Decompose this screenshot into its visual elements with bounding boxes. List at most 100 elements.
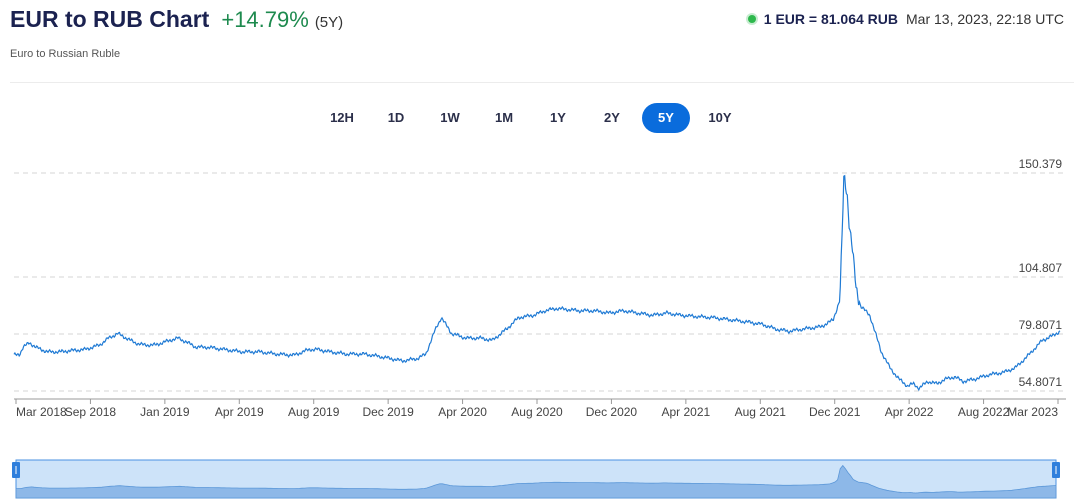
x-tick-label: Mar 2023 [1007,405,1058,419]
x-tick-label: Aug 2022 [958,405,1010,419]
data-point [532,314,535,317]
percent-change: +14.79% [221,7,309,32]
period-label: (5Y) [314,14,344,31]
data-point [843,172,846,175]
tab-1d[interactable]: 1D [387,110,405,125]
rate-value: 1 EUR = 81.064 RUB [763,11,899,27]
timeframe-tabs: 12H 1D 1W 1M 1Y 2Y 5Y 10Y [0,103,1084,133]
data-point [389,357,392,360]
data-point [424,353,427,356]
eur-rub-series-line [13,174,1061,392]
data-point [846,195,849,198]
data-point [177,337,180,340]
data-point [593,309,596,312]
data-point [832,318,835,321]
x-tick-label: Dec 2021 [809,405,861,419]
data-point [207,346,210,349]
data-point [679,314,682,317]
data-point [69,349,72,352]
data-point [18,353,21,356]
data-point [293,354,296,357]
data-point [848,223,851,226]
data-point [58,350,61,353]
chart-subtitle: Euro to Russian Ruble [10,48,121,60]
data-point [505,327,508,330]
current-rate: 1 EUR = 81.064 RUB Mar 13, 2023, 22:18 U… [747,11,1064,27]
data-point [1041,339,1044,342]
data-point [1059,330,1062,333]
chart-header: EUR to RUB Chart +14.79% (5Y) Euro to Ru… [10,6,1074,76]
data-point [223,348,226,351]
data-point [874,332,877,335]
tab-12h[interactable]: 12H [330,110,354,125]
price-chart: 150.379 104.807 79.8071 54.8071 Mar 2018Sep … [13,157,1066,419]
data-point [13,354,16,357]
data-point [275,353,278,356]
x-tick-label: Apr 2022 [885,405,934,419]
data-point [377,355,380,358]
data-point [912,382,915,385]
y-tick-label: 54.8071 [1019,375,1063,389]
data-point [363,353,366,356]
tab-1w[interactable]: 1W [440,110,460,125]
data-point [479,337,482,340]
data-point [729,318,732,321]
data-point [839,298,842,301]
data-point [694,315,697,318]
data-point [1051,334,1054,337]
live-status-icon [747,15,756,23]
data-point [107,337,110,340]
y-tick-label: 79.8071 [1019,318,1063,332]
data-point [345,353,348,356]
data-point [416,357,419,360]
x-tick-label: Apr 2020 [438,405,487,419]
data-point [665,312,668,315]
data-point [1002,371,1005,374]
data-point [944,378,947,381]
data-point [1014,366,1017,369]
data-point [802,327,805,330]
data-point [142,343,145,346]
x-tick-label: Aug 2019 [288,405,340,419]
data-point [651,314,654,317]
data-point [440,316,443,319]
data-point [22,346,25,349]
data-point [491,339,494,342]
data-point [28,341,31,344]
data-point [308,348,311,351]
data-point [898,378,901,381]
data-point [450,332,453,335]
data-point [880,350,883,353]
tab-1y[interactable]: 1Y [550,110,566,125]
y-tick-label: 104.807 [1019,261,1063,275]
tab-2y[interactable]: 2Y [604,110,620,125]
y-tick-label: 150.379 [1019,157,1063,171]
x-tick-label: Jan 2019 [140,405,190,419]
header-divider [10,82,1074,83]
data-point [154,343,157,346]
data-point [544,309,547,312]
data-point [988,373,991,376]
data-point [906,384,909,387]
data-point [1026,355,1029,358]
x-tick-label: Sep 2018 [65,405,117,419]
data-point [859,305,862,308]
data-point [855,286,858,289]
data-point [46,350,49,353]
data-point [258,350,261,353]
x-tick-label: Apr 2021 [662,405,711,419]
data-point [636,312,639,315]
x-tick-label: Apr 2019 [215,405,264,419]
data-point [962,380,965,383]
data-point [464,337,467,340]
data-point [774,327,777,330]
data-point [316,348,319,351]
tab-1m[interactable]: 1M [494,110,514,125]
tab-10y[interactable]: 10Y [708,110,732,125]
tab-5y[interactable]: 5Y [642,103,690,133]
title-row: EUR to RUB Chart +14.79% (5Y) [10,6,343,33]
data-point [195,346,198,349]
data-point [608,312,611,315]
x-tick-label: Dec 2020 [586,405,638,419]
range-navigator[interactable] [0,452,1084,500]
